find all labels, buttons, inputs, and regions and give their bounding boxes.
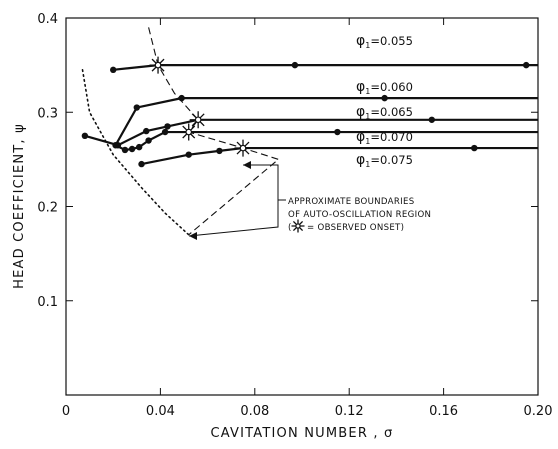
data-point	[291, 61, 299, 69]
data-point	[110, 66, 117, 74]
data-point	[81, 132, 89, 140]
onset-star-icon	[180, 123, 198, 141]
series-label: φ1=0.070	[356, 129, 413, 146]
onset-legend-star-icon	[291, 219, 305, 233]
onset-star-icon-core	[194, 116, 202, 124]
data-point	[112, 142, 119, 149]
onset-star-icon-rays	[234, 139, 252, 157]
onset-legend-star-core	[295, 223, 301, 229]
annotation-legend-open: (	[288, 223, 292, 233]
data-point	[523, 61, 530, 69]
series-line	[114, 97, 538, 146]
annotation-arrow-bottom-icon	[189, 232, 197, 240]
series-line	[113, 64, 538, 71]
data-point	[471, 144, 478, 152]
onset-star-icon	[234, 139, 252, 157]
annotation-legend-text: = OBSERVED ONSET)	[307, 223, 404, 233]
y-axis-title: HEAD COEFFICIENT, ψ	[12, 123, 27, 289]
data-point	[133, 104, 140, 111]
dashed-boundary-line	[148, 27, 280, 236]
annotation-line-2: OF AUTO-OSCILLATION REGION	[288, 210, 431, 220]
axis-ticks: 0 0.04 0.08 0.12 0.16 0.20 0.1 0.2 0.3 0.4	[37, 12, 552, 419]
data-point	[135, 143, 143, 151]
series-line	[141, 146, 538, 166]
data-point	[185, 151, 192, 158]
data-point	[143, 127, 150, 135]
onset-legend-star-rays	[291, 219, 305, 233]
data-point	[145, 137, 152, 144]
data-point	[216, 147, 223, 155]
onset-star-icon-core	[239, 144, 247, 152]
data-point	[128, 145, 136, 153]
onset-legend-star	[291, 219, 305, 233]
x-tick-label: 0.20	[524, 404, 553, 419]
data-point	[138, 160, 145, 168]
series-label: φ1=0.065	[356, 104, 413, 121]
x-tick-label: 0.08	[240, 404, 269, 419]
onset-markers	[149, 56, 252, 157]
dotted-boundary-line	[81, 69, 190, 236]
onset-star-icon-core	[185, 128, 193, 136]
annotation-arrow-top-icon	[243, 161, 251, 169]
data-point	[428, 116, 435, 123]
y-tick-label: 0.2	[37, 201, 58, 216]
annotation: APPROXIMATE BOUNDARIES OF AUTO-OSCILLATI…	[188, 161, 431, 240]
y-tick-label: 0.4	[37, 12, 58, 27]
data-point	[121, 146, 129, 154]
series-label: φ1=0.055	[356, 33, 413, 50]
data-point	[334, 128, 341, 136]
onset-star-icon-rays	[189, 111, 207, 129]
x-tick-label: 0.12	[335, 404, 364, 419]
y-tick-label: 0.1	[37, 295, 58, 310]
onset-star-icon	[189, 111, 207, 129]
series-label: φ1=0.075	[356, 152, 413, 169]
onset-star-icon-core	[154, 61, 162, 69]
series-group	[81, 61, 538, 168]
onset-star-icon-rays	[180, 123, 198, 141]
onset-star-icon-rays	[149, 56, 167, 74]
data-point	[161, 128, 169, 136]
x-tick-label: 0.16	[429, 404, 458, 419]
data-point	[178, 94, 185, 102]
data-point	[381, 94, 388, 102]
data-point	[164, 123, 171, 130]
onset-star-icon	[149, 56, 167, 74]
annotation-bracket	[188, 164, 279, 237]
oscillation-boundaries	[81, 27, 280, 236]
series-label: φ1=0.060	[356, 79, 413, 96]
x-tick-label: 0	[62, 404, 70, 419]
series-labels: φ1=0.055 φ1=0.060 φ1=0.065 φ1=0.070 φ1=0.075	[356, 33, 413, 169]
annotation-line-1: APPROXIMATE BOUNDARIES	[288, 197, 414, 207]
x-axis-title: CAVITATION NUMBER , σ	[210, 426, 393, 441]
x-tick-label: 0.04	[146, 404, 175, 419]
y-tick-label: 0.3	[37, 106, 58, 121]
